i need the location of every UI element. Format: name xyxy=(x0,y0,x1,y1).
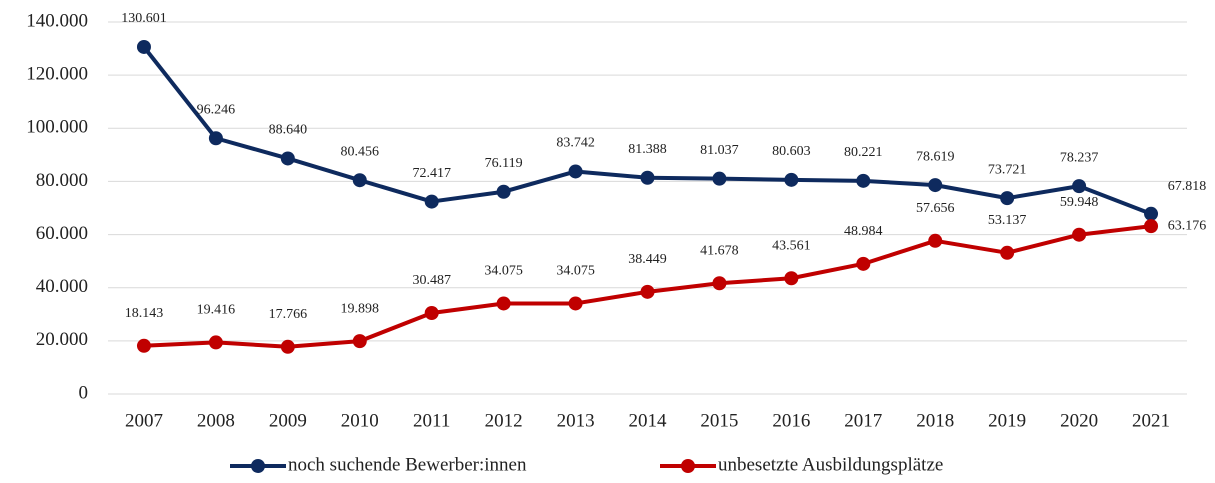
value-label: 57.656 xyxy=(916,201,955,216)
point xyxy=(1000,191,1015,206)
point xyxy=(280,151,295,166)
point xyxy=(424,305,439,320)
x-tick-label: 2011 xyxy=(413,410,450,431)
x-tick-label: 2018 xyxy=(916,410,954,431)
y-tick-label: 80.000 xyxy=(36,170,88,191)
value-label: 34.075 xyxy=(484,264,523,279)
point xyxy=(1072,179,1087,194)
x-tick-label: 2016 xyxy=(772,410,810,431)
x-tick-label: 2012 xyxy=(485,410,523,431)
value-label: 67.818 xyxy=(1168,179,1207,194)
value-label: 19.898 xyxy=(341,301,380,316)
value-label: 17.766 xyxy=(269,307,308,322)
point xyxy=(208,131,223,146)
x-tick-label: 2017 xyxy=(844,410,882,431)
point xyxy=(352,173,367,188)
value-label: 81.388 xyxy=(628,142,667,157)
value-label: 80.221 xyxy=(844,145,883,160)
point xyxy=(568,296,583,311)
value-label: 78.237 xyxy=(1060,150,1099,165)
value-label: 48.984 xyxy=(844,224,883,239)
x-tick-label: 2021 xyxy=(1132,410,1170,431)
point xyxy=(1000,245,1015,260)
point xyxy=(640,170,655,185)
point xyxy=(856,256,871,271)
x-tick-label: 2010 xyxy=(341,410,379,431)
y-tick-label: 120.000 xyxy=(26,64,88,85)
point xyxy=(136,338,151,353)
point xyxy=(136,39,151,54)
point xyxy=(208,335,223,350)
x-tick-label: 2008 xyxy=(197,410,235,431)
x-tick-label: 2007 xyxy=(125,410,163,431)
value-label: 30.487 xyxy=(412,273,451,288)
point xyxy=(640,284,655,299)
value-label: 78.619 xyxy=(916,149,955,164)
value-label: 96.246 xyxy=(197,102,236,117)
value-label: 59.948 xyxy=(1060,195,1099,210)
value-label: 53.137 xyxy=(988,213,1027,228)
y-tick-label: 140.000 xyxy=(26,10,88,31)
value-label: 81.037 xyxy=(700,143,739,158)
y-tick-label: 100.000 xyxy=(26,117,88,138)
point xyxy=(352,334,367,349)
point xyxy=(496,296,511,311)
value-label: 19.416 xyxy=(197,303,236,318)
point xyxy=(712,171,727,186)
point xyxy=(928,233,943,248)
point xyxy=(568,164,583,179)
point xyxy=(280,339,295,354)
x-tick-label: 2013 xyxy=(557,410,595,431)
value-label: 34.075 xyxy=(556,264,595,279)
point xyxy=(856,173,871,188)
legend-marker xyxy=(251,459,265,473)
value-label: 63.176 xyxy=(1168,218,1207,233)
y-tick-label: 0 xyxy=(79,382,89,403)
point xyxy=(496,184,511,199)
x-tick-label: 2015 xyxy=(700,410,738,431)
value-label: 43.561 xyxy=(772,238,811,253)
value-label: 38.449 xyxy=(628,252,667,267)
value-label: 41.678 xyxy=(700,243,739,258)
point xyxy=(712,276,727,291)
value-label: 72.417 xyxy=(412,166,451,181)
point xyxy=(1144,206,1159,221)
x-tick-label: 2019 xyxy=(988,410,1026,431)
y-tick-label: 40.000 xyxy=(36,276,88,297)
value-label: 130.601 xyxy=(121,11,167,26)
point xyxy=(1072,227,1087,242)
point xyxy=(784,172,799,187)
value-label: 88.640 xyxy=(269,123,308,138)
legend-label: unbesetzte Ausbildungsplätze xyxy=(718,454,943,475)
value-label: 76.119 xyxy=(485,156,523,171)
point xyxy=(784,271,799,286)
x-tick-label: 2014 xyxy=(629,410,668,431)
legend-marker xyxy=(681,459,695,473)
point xyxy=(1144,219,1159,234)
point xyxy=(928,178,943,193)
value-label: 73.721 xyxy=(988,162,1027,177)
x-tick-label: 2009 xyxy=(269,410,307,431)
y-tick-label: 20.000 xyxy=(36,329,88,350)
point xyxy=(424,194,439,209)
value-label: 83.742 xyxy=(556,136,595,151)
value-label: 18.143 xyxy=(125,306,164,321)
legend-label: noch suchende Bewerber:innen xyxy=(288,454,527,475)
x-tick-label: 2020 xyxy=(1060,410,1098,431)
value-label: 80.456 xyxy=(341,144,380,159)
y-tick-label: 60.000 xyxy=(36,223,88,244)
value-label: 80.603 xyxy=(772,144,811,159)
